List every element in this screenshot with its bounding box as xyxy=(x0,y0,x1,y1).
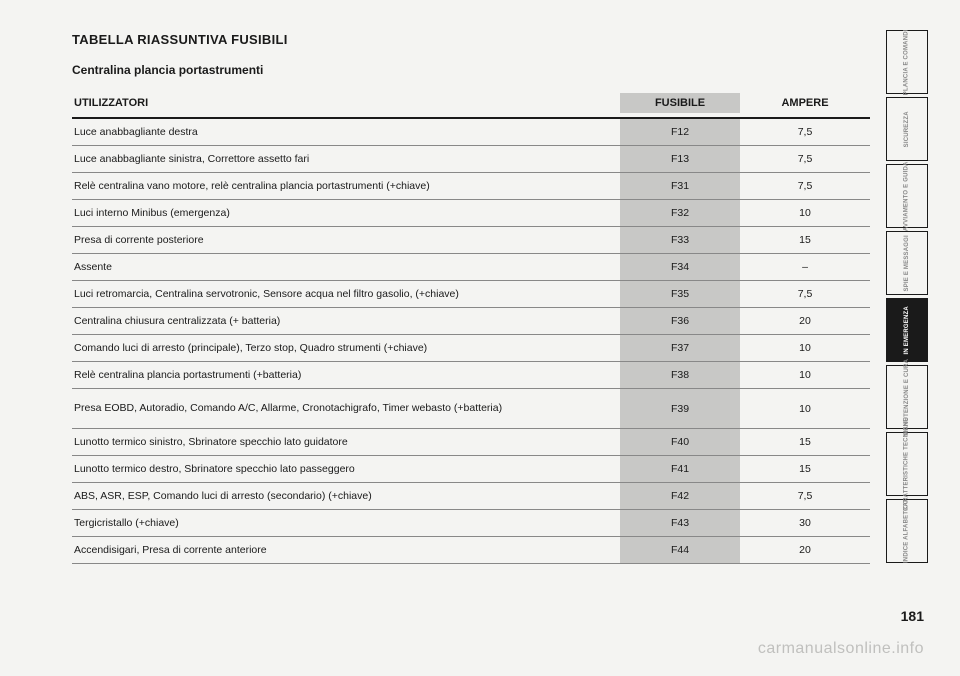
cell-fusibile: F37 xyxy=(620,335,740,361)
table-row: Relè centralina vano motore, relè centra… xyxy=(72,173,870,200)
cell-fusibile: F39 xyxy=(620,389,740,428)
cell-utilizzatori: Centralina chiusura centralizzata (+ bat… xyxy=(72,309,620,333)
section-tab-label: INDICE ALFABETICO xyxy=(904,499,911,563)
cell-ampere: 15 xyxy=(740,463,870,475)
cell-fusibile: F35 xyxy=(620,281,740,307)
cell-fusibile: F38 xyxy=(620,362,740,388)
cell-fusibile: F12 xyxy=(620,119,740,145)
header-utilizzatori: UTILIZZATORI xyxy=(72,97,620,113)
table-row: Comando luci di arresto (principale), Te… xyxy=(72,335,870,362)
cell-fusibile: F41 xyxy=(620,456,740,482)
section-tab[interactable]: CARATTERISTICHE TECNICHE xyxy=(886,432,928,496)
cell-ampere: 15 xyxy=(740,234,870,246)
cell-utilizzatori: Lunotto termico destro, Sbrinatore specc… xyxy=(72,457,620,481)
cell-utilizzatori: Luce anabbagliante sinistra, Correttore … xyxy=(72,147,620,171)
cell-ampere: 7,5 xyxy=(740,153,870,165)
section-tab[interactable]: SPIE E MESSAGGI xyxy=(886,231,928,295)
cell-ampere: 7,5 xyxy=(740,288,870,300)
section-tab-label: SPIE E MESSAGGI xyxy=(904,235,911,291)
table-row: Centralina chiusura centralizzata (+ bat… xyxy=(72,308,870,335)
section-tab-label: CARATTERISTICHE TECNICHE xyxy=(904,417,911,510)
cell-utilizzatori: Presa di corrente posteriore xyxy=(72,228,620,252)
cell-ampere: 10 xyxy=(740,207,870,219)
section-tab[interactable]: SICUREZZA xyxy=(886,97,928,161)
section-tab-label: AVVIAMENTO E GUIDA xyxy=(904,161,911,231)
table-row: Presa di corrente posterioreF3315 xyxy=(72,227,870,254)
watermark: carmanualsonline.info xyxy=(758,640,924,658)
table-row: Lunotto termico destro, Sbrinatore specc… xyxy=(72,456,870,483)
cell-ampere: 7,5 xyxy=(740,180,870,192)
cell-ampere: – xyxy=(740,261,870,273)
cell-fusibile: F43 xyxy=(620,510,740,536)
cell-ampere: 20 xyxy=(740,544,870,556)
cell-fusibile: F44 xyxy=(620,537,740,563)
cell-utilizzatori: Comando luci di arresto (principale), Te… xyxy=(72,336,620,360)
table-row: Luci interno Minibus (emergenza)F3210 xyxy=(72,200,870,227)
section-tab-label: IN EMERGENZA xyxy=(904,306,911,354)
table-row: Luce anabbagliante destraF127,5 xyxy=(72,119,870,146)
page-number: 181 xyxy=(901,608,924,624)
cell-ampere: 7,5 xyxy=(740,126,870,138)
header-ampere: AMPERE xyxy=(740,93,870,113)
cell-fusibile: F13 xyxy=(620,146,740,172)
section-tabs-sidebar: PLANCIA E COMANDI SICUREZZA AVVIAMENTO E G… xyxy=(886,30,928,566)
cell-utilizzatori: ABS, ASR, ESP, Comando luci di arresto (… xyxy=(72,484,620,508)
cell-utilizzatori: Assente xyxy=(72,255,620,279)
table-row: AssenteF34– xyxy=(72,254,870,281)
cell-ampere: 10 xyxy=(740,403,870,415)
table-row: Presa EOBD, Autoradio, Comando A/C, Alla… xyxy=(72,389,870,429)
cell-utilizzatori: Luce anabbagliante destra xyxy=(72,120,620,144)
cell-utilizzatori: Presa EOBD, Autoradio, Comando A/C, Alla… xyxy=(72,396,620,420)
section-tab[interactable]: IN EMERGENZA xyxy=(886,298,928,362)
cell-fusibile: F33 xyxy=(620,227,740,253)
cell-utilizzatori: Luci interno Minibus (emergenza) xyxy=(72,201,620,225)
cell-fusibile: F32 xyxy=(620,200,740,226)
cell-fusibile: F36 xyxy=(620,308,740,334)
table-row: Luce anabbagliante sinistra, Correttore … xyxy=(72,146,870,173)
cell-fusibile: F34 xyxy=(620,254,740,280)
cell-fusibile: F31 xyxy=(620,173,740,199)
cell-utilizzatori: Relè centralina vano motore, relè centra… xyxy=(72,174,620,198)
section-tab-label: SICUREZZA xyxy=(904,111,911,147)
table-header-row: UTILIZZATORI FUSIBILE AMPERE xyxy=(72,93,870,113)
table-row: Luci retromarcia, Centralina servotronic… xyxy=(72,281,870,308)
cell-fusibile: F40 xyxy=(620,429,740,455)
cell-utilizzatori: Relè centralina plancia portastrumenti (… xyxy=(72,363,620,387)
header-fusibile: FUSIBILE xyxy=(620,93,740,113)
section-tab[interactable]: PLANCIA E COMANDI xyxy=(886,30,928,94)
cell-utilizzatori: Luci retromarcia, Centralina servotronic… xyxy=(72,282,620,306)
cell-utilizzatori: Lunotto termico sinistro, Sbrinatore spe… xyxy=(72,430,620,454)
section-subtitle: Centralina plancia portastrumenti xyxy=(72,63,870,77)
cell-ampere: 30 xyxy=(740,517,870,529)
cell-utilizzatori: Accendisigari, Presa di corrente anterio… xyxy=(72,538,620,562)
table-row: Accendisigari, Presa di corrente anterio… xyxy=(72,537,870,564)
cell-fusibile: F42 xyxy=(620,483,740,509)
fuse-table-body: Luce anabbagliante destraF127,5Luce anab… xyxy=(72,119,870,564)
cell-ampere: 15 xyxy=(740,436,870,448)
page-title: TABELLA RIASSUNTIVA FUSIBILI xyxy=(72,32,870,47)
page-content: TABELLA RIASSUNTIVA FUSIBILI Centralina … xyxy=(72,32,870,564)
table-row: ABS, ASR, ESP, Comando luci di arresto (… xyxy=(72,483,870,510)
cell-utilizzatori: Tergicristallo (+chiave) xyxy=(72,511,620,535)
section-tab[interactable]: AVVIAMENTO E GUIDA xyxy=(886,164,928,228)
table-row: Tergicristallo (+chiave)F4330 xyxy=(72,510,870,537)
section-tab-label: PLANCIA E COMANDI xyxy=(904,29,911,95)
cell-ampere: 7,5 xyxy=(740,490,870,502)
table-row: Relè centralina plancia portastrumenti (… xyxy=(72,362,870,389)
cell-ampere: 10 xyxy=(740,369,870,381)
cell-ampere: 20 xyxy=(740,315,870,327)
cell-ampere: 10 xyxy=(740,342,870,354)
table-row: Lunotto termico sinistro, Sbrinatore spe… xyxy=(72,429,870,456)
section-tab[interactable]: INDICE ALFABETICO xyxy=(886,499,928,563)
